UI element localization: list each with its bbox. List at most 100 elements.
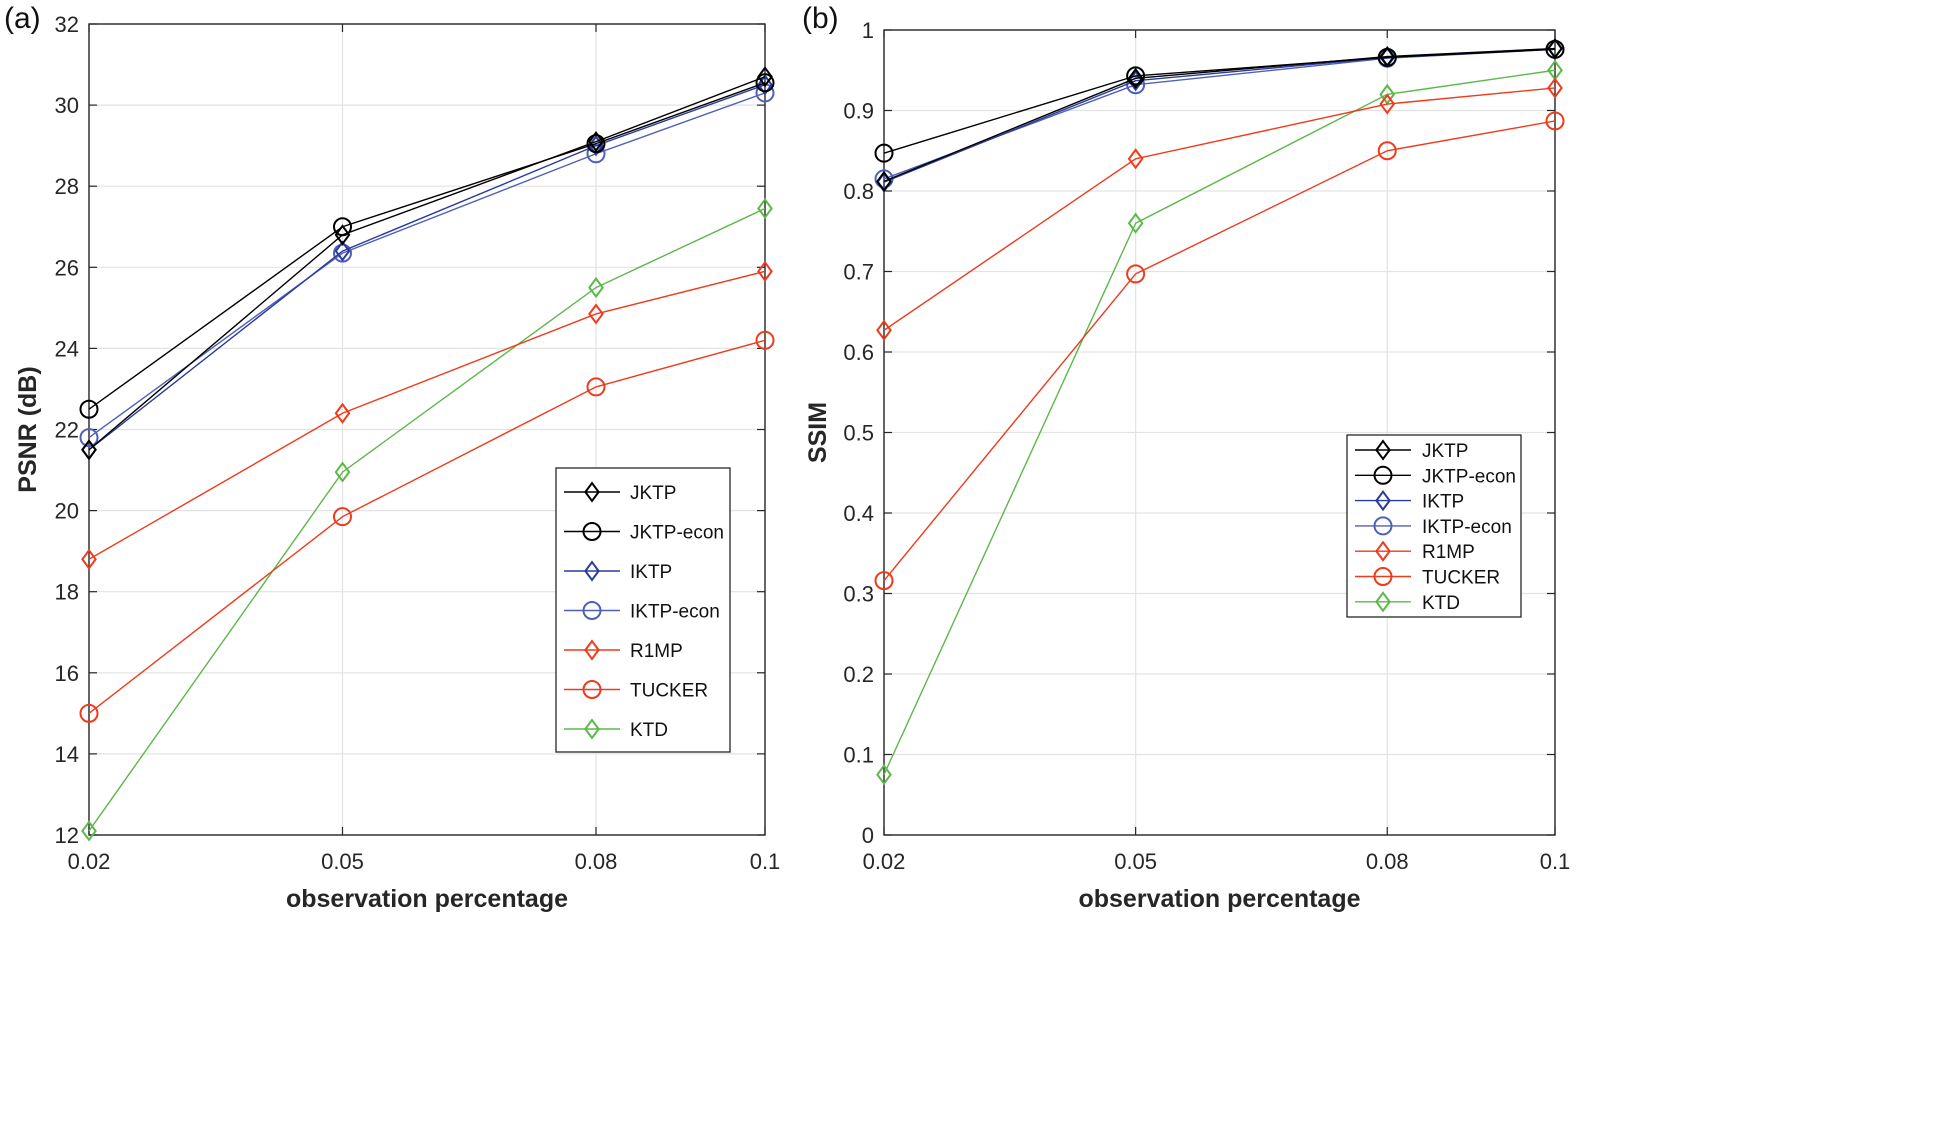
- series-jktp-line: [88, 76, 766, 451]
- series-r1mp-point: [81, 548, 97, 570]
- x-tick-label: 0.08: [1366, 849, 1409, 874]
- series-jktp-point: [588, 130, 604, 153]
- series-r1mp-point: [757, 260, 773, 282]
- legend-label: TUCKER: [1422, 568, 1500, 589]
- legend-marker: [584, 639, 600, 661]
- series-iktp-line: [88, 84, 766, 451]
- legend-item-jktp-econ: JKTP-econ: [1355, 465, 1516, 487]
- chart-a-legend: JKTP JKTP-econ IKTP IKTP-econ R1MP TUCKER KTD: [555, 467, 731, 753]
- series-jktp-point: [81, 439, 97, 461]
- legend-item-ktd: KTD: [1355, 591, 1460, 614]
- y-tick-label: 18: [55, 580, 79, 605]
- legend-marker: [584, 718, 600, 740]
- x-tick-label: 0.05: [1114, 849, 1157, 874]
- series-jktp-point: [1547, 37, 1563, 60]
- legend-marker: [1375, 439, 1391, 461]
- series-tucker-point: [1377, 141, 1397, 161]
- y-tick-label: 30: [55, 93, 79, 118]
- series-iktp-point: [757, 74, 773, 96]
- chart-b-ticks: 0 0.1 0.2 0.3 0.4 0.5 0.6 0.7 0.8 0.9 1 0.02 0.05 0.0…: [843, 18, 1570, 874]
- y-tick-label: 0.9: [843, 99, 874, 124]
- legend-label: KTD: [1422, 593, 1460, 614]
- legend-label: IKTP-econ: [630, 602, 720, 623]
- y-tick-label: 0.3: [843, 582, 874, 607]
- series-tucker: [874, 111, 1565, 591]
- legend-item-jktp: JKTP: [1355, 439, 1468, 462]
- y-tick-label: 0.7: [843, 260, 874, 285]
- y-tick-label: 0.2: [843, 662, 874, 687]
- panel-label-b: (b): [802, 2, 839, 35]
- y-tick-label: 14: [55, 742, 79, 767]
- y-tick-label: 0.6: [843, 340, 874, 365]
- series-tucker: [79, 330, 775, 723]
- series-ktd-point: [81, 820, 97, 842]
- legend-label: KTD: [630, 720, 668, 741]
- legend-item-jktp: JKTP: [564, 481, 676, 504]
- series-iktp-econ: [874, 39, 1565, 189]
- series-r1mp: [81, 260, 773, 570]
- legend-marker: [584, 481, 600, 503]
- x-tick-label: 0.1: [750, 849, 781, 874]
- y-tick-label: 24: [55, 336, 79, 361]
- legend-item-r1mp: R1MP: [564, 639, 683, 662]
- legend-marker: [584, 560, 600, 582]
- chart-b: 0 0.1 0.2 0.3 0.4 0.5 0.6 0.7 0.8 0.9 1 0.02 0.05 0.0…: [804, 18, 1570, 913]
- legend-marker: [582, 522, 602, 541]
- chart-a-x-axis-label: observation percentage: [286, 885, 568, 913]
- legend-item-iktp: IKTP: [1355, 489, 1464, 513]
- series-jktp-point: [1379, 45, 1396, 68]
- series-iktp-line: [883, 47, 1556, 183]
- x-tick-label: 0.08: [575, 849, 618, 874]
- series-jktp-point: [334, 224, 351, 246]
- panel-label-a: (a): [4, 2, 41, 35]
- series-tucker-line: [88, 339, 766, 714]
- y-tick-label: 12: [55, 823, 79, 848]
- legend-label: JKTP-econ: [630, 523, 724, 544]
- series-ktd-line: [883, 69, 1556, 775]
- y-tick-label: 0.4: [843, 501, 874, 526]
- chart-a-y-axis-label: PSNR (dB): [14, 366, 42, 492]
- series-ktd-line: [88, 207, 766, 832]
- legend-marker: [1373, 567, 1393, 586]
- y-tick-label: 28: [55, 174, 79, 199]
- series-tucker-line: [883, 120, 1556, 582]
- legend-label: JKTP: [630, 483, 676, 504]
- chart-a: 12 14 16 18 20 22 24 26 28 30 32 0.02 0.05 0.08 0.1 obs…: [14, 12, 780, 913]
- chart-b-x-axis-label: observation percentage: [1078, 885, 1360, 913]
- legend-item-tucker: TUCKER: [1355, 567, 1500, 589]
- legend-marker: [1375, 540, 1391, 562]
- series-iktp-econ-line: [88, 92, 766, 439]
- series-tucker-point: [79, 703, 99, 723]
- legend-label: R1MP: [630, 641, 683, 662]
- series-iktp-point: [334, 240, 351, 262]
- series-tucker-point: [1545, 111, 1565, 131]
- series-jktp-econ-point: [79, 399, 99, 419]
- series-r1mp-point: [1379, 93, 1396, 115]
- series-tucker-point: [586, 377, 606, 397]
- legend-marker: [1373, 465, 1393, 485]
- chart-a-series: [79, 66, 775, 842]
- chart-b-legend: JKTP JKTP-econ IKTP IKTP-econ R1MP TUCKER KTD: [1346, 434, 1522, 618]
- series-ktd-point: [876, 764, 892, 786]
- series-r1mp-line: [883, 87, 1556, 331]
- series-ktd: [876, 59, 1563, 786]
- series-iktp-econ-line: [883, 48, 1556, 180]
- series-ktd-point: [757, 197, 773, 220]
- series-tucker-point: [874, 571, 894, 591]
- y-tick-label: 26: [55, 255, 79, 280]
- legend-marker: [582, 601, 602, 620]
- y-tick-label: 0.1: [843, 743, 874, 768]
- legend-label: JKTP-econ: [1422, 466, 1516, 487]
- series-jktp-point: [757, 66, 773, 88]
- series-jktp-econ-line: [88, 82, 766, 410]
- series-ktd-point: [1127, 212, 1144, 234]
- legend-item-tucker: TUCKER: [564, 680, 708, 702]
- series-tucker-point: [755, 330, 775, 350]
- series-iktp: [876, 37, 1563, 193]
- x-tick-label: 0.02: [863, 849, 906, 874]
- series-r1mp-point: [1127, 148, 1144, 170]
- x-tick-label: 0.02: [68, 849, 111, 874]
- y-tick-label: 16: [55, 661, 79, 686]
- series-jktp-line: [883, 47, 1556, 182]
